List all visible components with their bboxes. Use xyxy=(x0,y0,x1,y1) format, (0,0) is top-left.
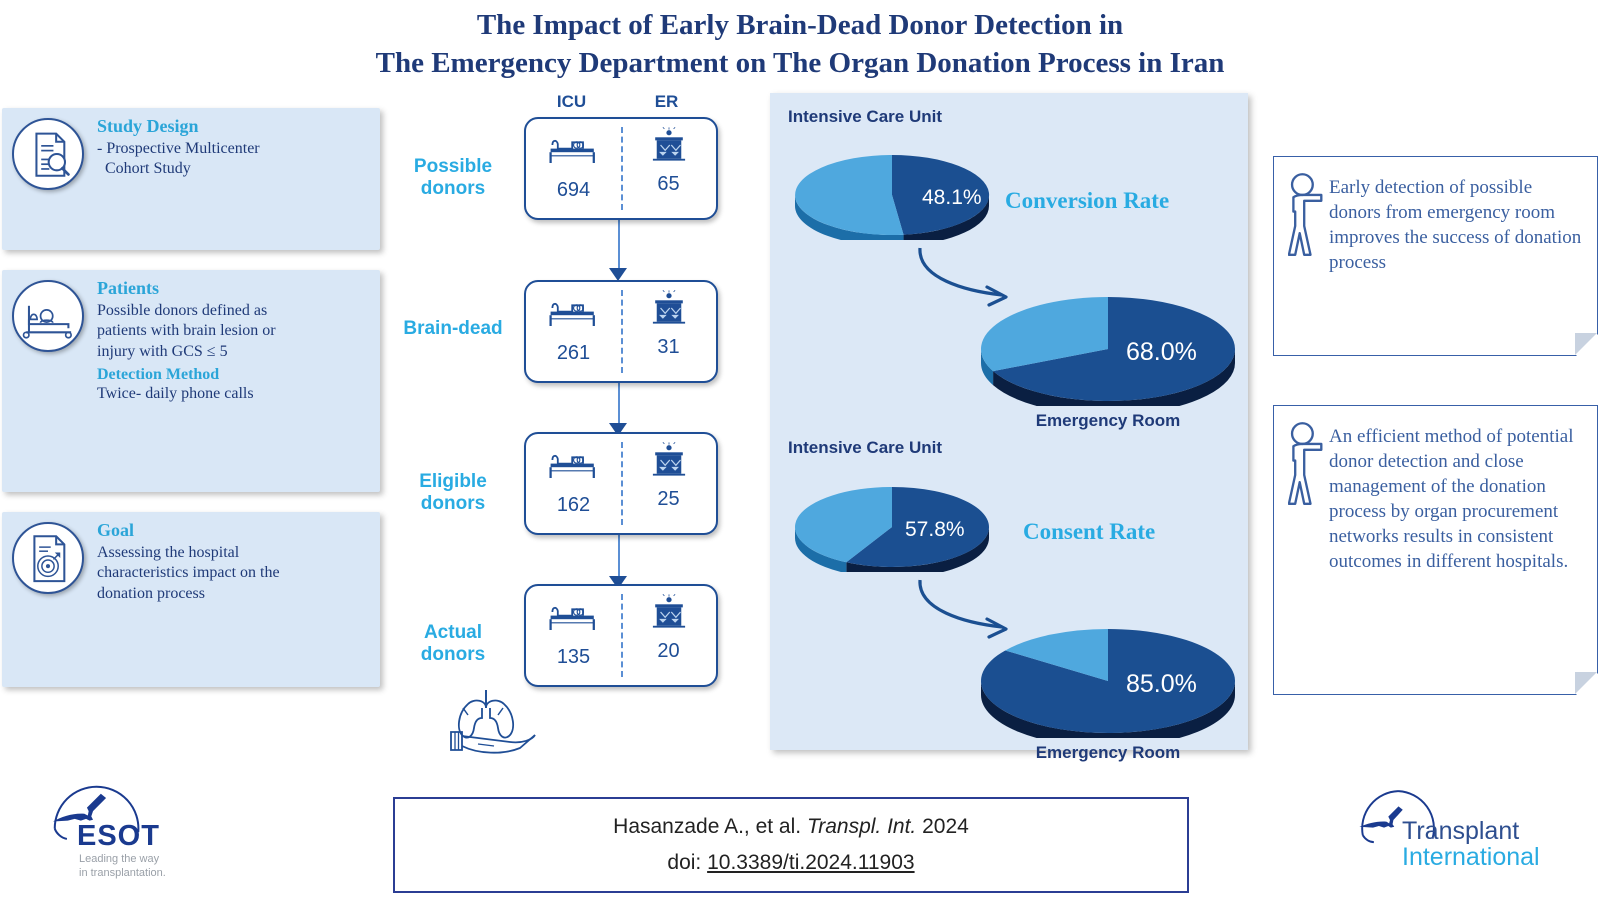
svg-text:85.0%: 85.0% xyxy=(1126,670,1197,698)
svg-text:57.8%: 57.8% xyxy=(905,518,965,541)
svg-text:68.0%: 68.0% xyxy=(1126,338,1197,366)
svg-text:48.1%: 48.1% xyxy=(922,186,982,209)
